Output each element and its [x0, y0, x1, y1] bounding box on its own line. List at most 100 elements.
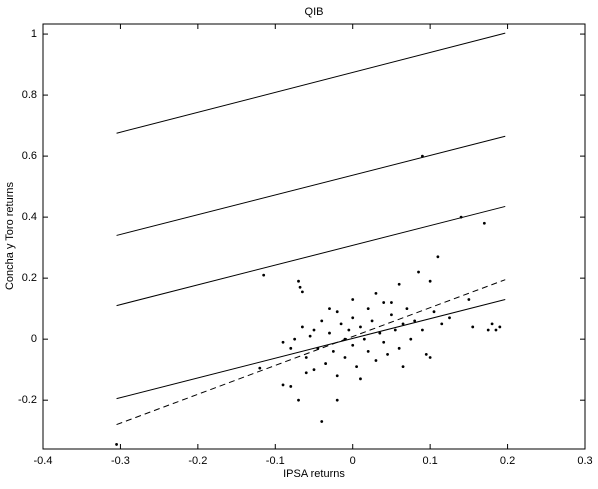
data-point — [390, 313, 393, 317]
y-tick-label: 0 — [31, 333, 37, 345]
data-point — [428, 356, 432, 359]
data-point — [335, 398, 339, 402]
fit-line — [116, 279, 506, 426]
x-tick-label: 0 — [350, 455, 356, 467]
chart-title: QIB — [305, 6, 324, 18]
data-point — [467, 298, 471, 301]
data-point — [359, 325, 362, 329]
data-point — [351, 298, 355, 301]
data-point — [428, 279, 432, 283]
data-point — [413, 319, 417, 323]
data-point — [401, 322, 405, 326]
data-point — [405, 307, 409, 311]
data-point — [390, 301, 393, 304]
data-point — [494, 328, 498, 332]
data-point — [300, 290, 304, 294]
data-point — [490, 322, 494, 326]
y-tick-label: 0.2 — [22, 272, 37, 284]
data-point — [421, 154, 424, 158]
data-point — [343, 356, 347, 359]
data-point — [289, 385, 293, 388]
data-point — [316, 346, 320, 350]
data-point — [374, 292, 378, 295]
data-point — [304, 371, 308, 375]
x-tick-label: 0.3 — [577, 455, 592, 467]
data-point — [297, 398, 300, 402]
data-point — [355, 365, 358, 369]
data-point — [409, 337, 413, 341]
x-tick-label: 0.2 — [500, 455, 515, 467]
x-tick-label: 0.1 — [422, 455, 437, 467]
data-point — [386, 353, 389, 356]
data-point — [339, 322, 343, 326]
data-point — [370, 319, 374, 323]
y-tick-label: 1 — [31, 28, 37, 40]
plot-frame — [42, 23, 586, 450]
data-point — [335, 310, 339, 314]
data-point — [471, 325, 475, 329]
data-point — [498, 325, 502, 329]
y-tick-label: -0.2 — [18, 394, 37, 406]
data-point — [328, 307, 331, 311]
data-point — [421, 328, 424, 332]
data-point — [258, 366, 262, 370]
fit-line — [116, 205, 506, 307]
data-point — [393, 328, 397, 332]
fit-line — [116, 135, 506, 236]
data-point — [298, 285, 302, 289]
data-point — [293, 337, 297, 341]
data-point — [328, 331, 331, 335]
data-point — [308, 334, 312, 338]
data-point — [262, 273, 266, 277]
data-point — [289, 346, 293, 350]
data-point — [312, 328, 316, 332]
data-point — [374, 359, 378, 362]
x-tick-label: -0.3 — [111, 455, 130, 467]
data-point — [343, 337, 347, 341]
data-point — [347, 328, 351, 332]
data-point — [115, 443, 118, 446]
data-point — [401, 365, 405, 369]
fit-line — [116, 299, 506, 400]
x-tick-label: -0.4 — [34, 455, 53, 467]
data-point — [424, 353, 428, 356]
x-tick-label: -0.1 — [266, 455, 285, 467]
data-point — [359, 377, 362, 381]
data-point — [320, 420, 324, 423]
y-axis-label: Concha y Toro returns — [4, 181, 16, 290]
data-point — [297, 279, 300, 283]
data-point — [459, 215, 463, 219]
data-point — [378, 331, 382, 335]
fit-line — [116, 32, 506, 134]
y-tick-label: 0.6 — [22, 150, 37, 162]
data-point — [366, 307, 370, 311]
data-point — [324, 362, 328, 365]
x-axis-label: IPSA returns — [283, 468, 345, 480]
x-tick-label: -0.2 — [188, 455, 207, 467]
data-point — [281, 340, 285, 344]
data-point — [482, 221, 486, 225]
data-point — [417, 270, 420, 274]
data-point — [432, 310, 436, 314]
data-point — [382, 340, 386, 344]
data-point — [304, 356, 308, 359]
y-tick-label: 0.4 — [22, 211, 37, 223]
data-point — [436, 255, 440, 259]
data-point — [440, 322, 444, 326]
data-point — [362, 337, 366, 341]
data-point — [351, 316, 355, 320]
data-point — [486, 328, 490, 332]
data-point — [366, 349, 370, 353]
data-point — [448, 316, 451, 320]
data-point — [300, 325, 304, 329]
data-point — [397, 346, 401, 350]
data-point — [397, 282, 401, 286]
data-point — [382, 301, 386, 304]
data-point — [351, 343, 355, 347]
data-point — [281, 383, 285, 387]
data-point — [335, 374, 339, 378]
data-point — [331, 349, 335, 353]
